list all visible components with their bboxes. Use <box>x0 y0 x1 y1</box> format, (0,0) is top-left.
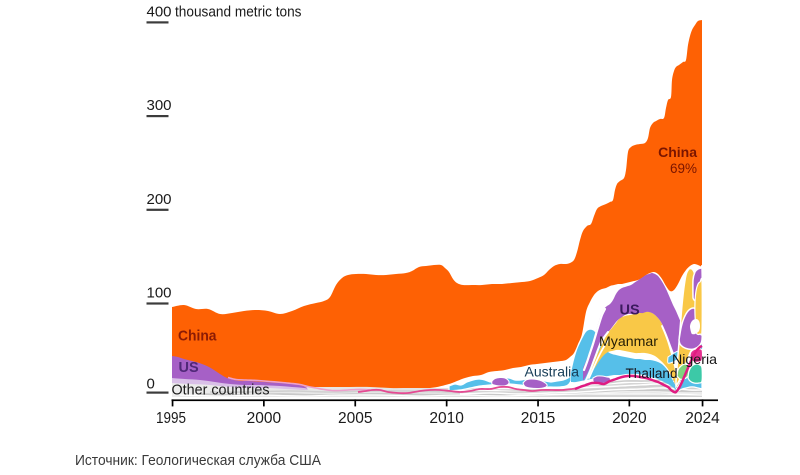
svg-text:200: 200 <box>147 191 172 208</box>
svg-text:2020: 2020 <box>612 410 647 427</box>
svg-text:69%: 69% <box>670 161 697 176</box>
svg-text:300: 300 <box>147 97 172 114</box>
svg-text:2000: 2000 <box>247 410 282 427</box>
svg-text:US: US <box>179 360 199 376</box>
svg-text:China: China <box>658 144 697 160</box>
svg-text:2015: 2015 <box>521 410 555 427</box>
svg-text:100: 100 <box>147 285 172 302</box>
svg-text:Australia: Australia <box>525 364 580 380</box>
svg-text:1995: 1995 <box>156 410 186 427</box>
svg-text:2024: 2024 <box>685 410 720 427</box>
svg-text:Источник: Геологическая служба: Источник: Геологическая служба США <box>75 452 321 469</box>
svg-text:2005: 2005 <box>338 410 372 427</box>
svg-text:0: 0 <box>147 376 155 393</box>
svg-text:400: 400 <box>147 3 172 20</box>
svg-text:2010: 2010 <box>429 410 464 427</box>
svg-text:US: US <box>620 303 640 319</box>
svg-text:Other countries: Other countries <box>172 382 270 399</box>
svg-text:thousand metric tons: thousand metric tons <box>175 3 302 20</box>
svg-text:Thailand: Thailand <box>626 366 678 381</box>
svg-text:Myanmar: Myanmar <box>599 333 658 349</box>
svg-text:China: China <box>178 328 217 345</box>
svg-text:Nigeria: Nigeria <box>672 351 717 367</box>
